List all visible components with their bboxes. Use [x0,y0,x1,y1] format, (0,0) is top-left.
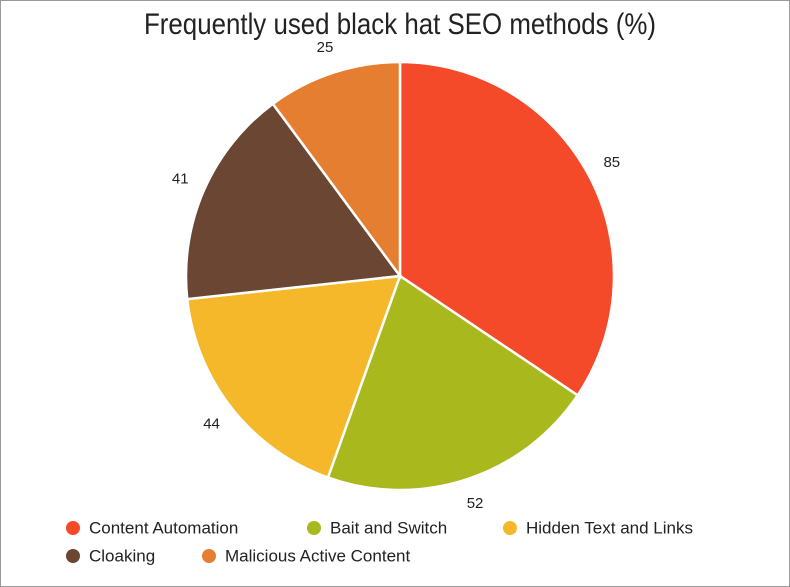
legend-label: Content Automation [89,518,238,537]
pie-slice [271,60,402,280]
pie-slice [398,60,616,398]
pie-slice [185,274,402,480]
chart-title: Frequently used black hat SEO methods (%… [144,8,656,41]
pie-slice [326,274,580,492]
legend-marker [66,521,80,535]
legend-label: Cloaking [89,546,155,565]
data-label: 52 [467,495,484,512]
data-label: 44 [203,416,220,433]
legend-marker [202,549,216,563]
legend-marker [503,521,517,535]
legend-label: Bait and Switch [330,518,447,537]
data-label: 41 [172,171,189,188]
legend-label: Hidden Text and Links [526,518,693,537]
pie-slice [184,102,403,301]
legend-label: Malicious Active Content [225,546,410,565]
data-label: 85 [603,154,620,171]
legend-marker [66,549,80,563]
data-label: 25 [317,39,334,56]
legend-marker [307,521,321,535]
